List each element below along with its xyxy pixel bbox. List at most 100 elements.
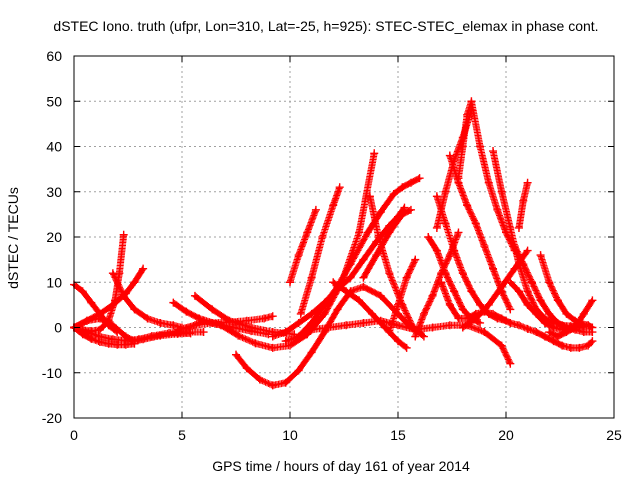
data-point: [294, 251, 303, 260]
data-point: [588, 337, 597, 346]
data-point: [385, 269, 394, 278]
series-arc28: [445, 151, 515, 314]
data-point: [441, 187, 450, 196]
data-point: [441, 269, 450, 278]
data-point: [307, 273, 316, 282]
data-point: [532, 328, 541, 337]
data-point: [268, 332, 277, 341]
data-point: [406, 178, 415, 187]
data-point: [296, 309, 305, 318]
series-arc36: [566, 318, 597, 332]
series-arc33: [514, 178, 532, 232]
data-point: [394, 321, 402, 330]
data-point: [182, 307, 191, 316]
data-point: [463, 201, 472, 210]
data-point: [342, 321, 351, 330]
data-point: [242, 364, 251, 373]
data-point: [566, 323, 575, 332]
data-point: [463, 314, 472, 323]
data-point: [506, 305, 515, 314]
data-point: [307, 318, 316, 327]
data-point: [454, 314, 463, 323]
data-point: [121, 340, 130, 349]
data-point: [432, 246, 441, 255]
data-point: [82, 316, 91, 325]
series-arc20: [359, 205, 415, 282]
data-point: [389, 190, 398, 199]
series-arc17: [307, 316, 515, 368]
data-point: [156, 331, 165, 340]
data-point: [268, 343, 277, 352]
data-point: [411, 332, 420, 341]
data-point: [579, 328, 588, 337]
data-point: [385, 328, 394, 337]
data-point: [480, 242, 489, 251]
data-point: [411, 255, 420, 264]
data-point: [359, 318, 368, 327]
data-point: [419, 332, 428, 341]
data-point: [130, 339, 139, 348]
data-point: [329, 278, 338, 287]
data-point: [385, 228, 394, 237]
data-point: [566, 343, 575, 352]
data-point: [476, 300, 485, 309]
data-point: [169, 298, 178, 307]
data-point: [454, 178, 463, 187]
data-point: [406, 205, 415, 214]
x-tick-label: 0: [70, 427, 78, 443]
x-tick-label: 25: [606, 427, 622, 443]
y-tick-label: 0: [54, 320, 62, 336]
data-point: [329, 201, 338, 210]
data-point: [476, 318, 485, 327]
data-point: [545, 328, 554, 337]
data-point: [467, 97, 476, 106]
data-point: [484, 300, 493, 309]
data-point: [463, 110, 472, 119]
data-point: [553, 296, 562, 305]
data-point: [255, 375, 264, 384]
data-point: [182, 324, 191, 333]
data-point: [113, 340, 122, 349]
data-point: [234, 331, 243, 340]
series-arc26: [437, 278, 597, 352]
data-point: [359, 273, 368, 282]
data-point: [562, 328, 571, 337]
y-tick-label: 20: [46, 229, 62, 245]
data-point: [506, 359, 515, 368]
data-point: [540, 318, 549, 327]
data-point: [294, 366, 303, 375]
y-axis-label: dSTEC / TECUs: [5, 187, 21, 289]
data-point: [346, 260, 355, 269]
data-point: [497, 187, 506, 196]
data-point: [359, 255, 368, 264]
data-point: [242, 316, 251, 325]
data-point: [95, 314, 104, 323]
data-point: [247, 323, 256, 332]
data-point: [532, 309, 541, 318]
data-point: [458, 305, 467, 314]
data-point: [139, 335, 148, 344]
data-point: [355, 296, 364, 305]
data-point: [169, 321, 178, 330]
data-point: [519, 196, 528, 205]
data-point: [156, 318, 165, 327]
data-point: [307, 348, 316, 357]
data-point: [523, 287, 532, 296]
data-point: [584, 341, 593, 350]
data-point: [398, 210, 407, 219]
data-point: [549, 323, 558, 332]
data-point: [355, 228, 364, 237]
data-point: [402, 343, 411, 352]
series-arc18: [329, 278, 411, 352]
data-point: [376, 291, 385, 300]
x-tick-label: 20: [498, 427, 514, 443]
data-point: [130, 305, 139, 314]
data-point: [510, 242, 519, 251]
data-point: [493, 205, 502, 214]
data-point: [467, 287, 476, 296]
data-point: [119, 291, 128, 300]
data-point: [87, 298, 96, 307]
data-point: [558, 341, 567, 350]
data-point: [454, 228, 463, 237]
